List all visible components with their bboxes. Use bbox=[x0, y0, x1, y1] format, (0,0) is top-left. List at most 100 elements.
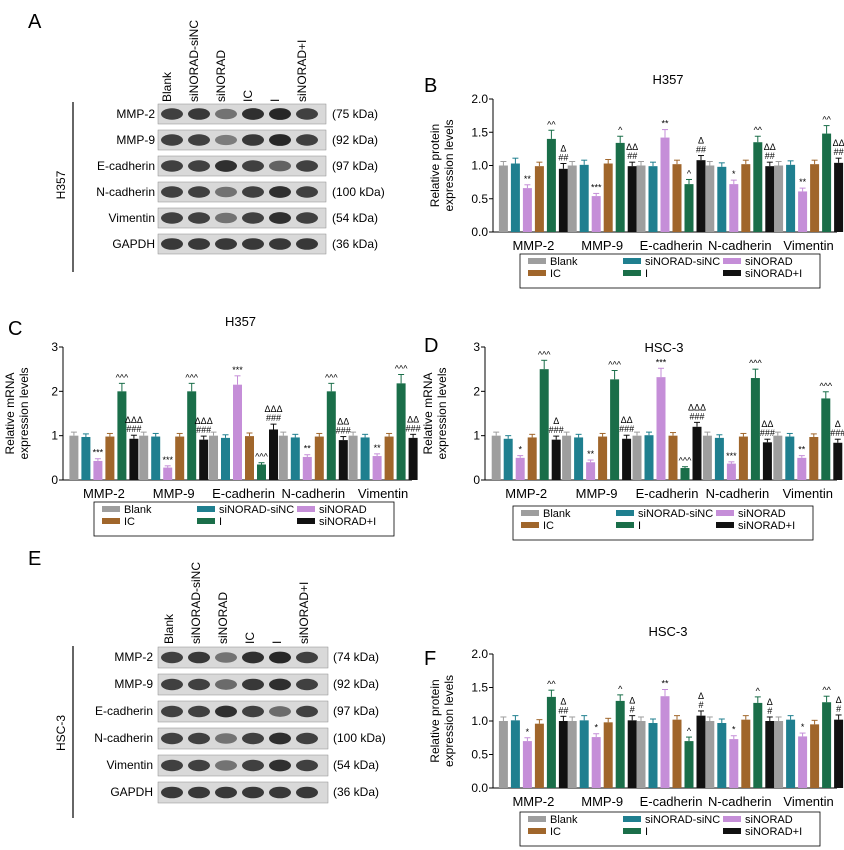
blot-band bbox=[215, 186, 237, 198]
bar bbox=[610, 379, 620, 480]
bar bbox=[622, 438, 632, 480]
bar bbox=[372, 456, 382, 480]
bar bbox=[636, 165, 646, 232]
significance-marker: ^^^ bbox=[395, 363, 408, 373]
protein-label: MMP-2 bbox=[116, 107, 155, 121]
lane-label: siNORAD-siNC bbox=[189, 562, 203, 644]
protein-label: GAPDH bbox=[110, 785, 153, 799]
legend-swatch bbox=[623, 828, 641, 834]
protein-label: N-cadherin bbox=[94, 731, 153, 745]
blot-band bbox=[296, 786, 318, 799]
blot-band bbox=[161, 238, 183, 250]
bar bbox=[656, 377, 666, 480]
blot-band bbox=[188, 678, 210, 691]
legend-label: siNORAD+I bbox=[319, 516, 376, 528]
significance-marker: ΔΔ bbox=[764, 142, 776, 152]
significance-marker: ^ bbox=[618, 684, 623, 694]
bar bbox=[558, 721, 568, 788]
significance-marker: ΔΔ bbox=[621, 415, 633, 425]
bar bbox=[833, 442, 843, 480]
legend-label: IC bbox=[550, 268, 561, 280]
blot-band bbox=[188, 732, 210, 745]
blot-band bbox=[269, 238, 291, 250]
bar bbox=[702, 435, 712, 480]
legend-box bbox=[519, 253, 821, 289]
bar bbox=[491, 435, 501, 480]
x-tick-label: N-cadherin bbox=[706, 486, 770, 501]
significance-marker: Δ bbox=[698, 136, 704, 146]
kda-label: (92 kDa) bbox=[332, 133, 378, 147]
x-tick-label: E-cadherin bbox=[636, 486, 699, 501]
significance-marker: Δ bbox=[835, 419, 841, 429]
legend-label: siNORAD bbox=[745, 256, 793, 268]
significance-marker: ### bbox=[830, 428, 844, 438]
significance-marker: ^^^ bbox=[819, 381, 832, 391]
bar bbox=[660, 137, 670, 232]
y-axis-label: Relative mRNA bbox=[421, 372, 435, 454]
y-tick-label: 1.0 bbox=[471, 714, 488, 728]
blot-band bbox=[269, 732, 291, 745]
significance-marker: * bbox=[732, 725, 736, 735]
blot-band bbox=[296, 186, 318, 198]
significance-marker: ^^^ bbox=[608, 359, 621, 369]
significance-marker: *** bbox=[232, 365, 243, 375]
blot-band bbox=[161, 212, 183, 224]
significance-marker: ### bbox=[126, 424, 141, 434]
blot-band bbox=[161, 678, 183, 691]
significance-marker: ** bbox=[374, 443, 382, 453]
legend-label: siNORAD+I bbox=[745, 268, 802, 280]
bar bbox=[717, 723, 727, 788]
blot-band bbox=[161, 732, 183, 745]
x-tick-label: MMP-2 bbox=[512, 238, 554, 253]
legend-swatch bbox=[528, 270, 546, 276]
bar bbox=[302, 456, 312, 480]
blot-band bbox=[188, 160, 210, 172]
legend-label: siNORAD-siNC bbox=[645, 814, 720, 826]
significance-marker: ### bbox=[266, 413, 281, 423]
significance-marker: Δ bbox=[560, 144, 566, 154]
bar bbox=[245, 436, 254, 480]
legend-swatch bbox=[297, 518, 315, 524]
bar bbox=[762, 442, 772, 480]
y-axis-label: expression levels bbox=[442, 119, 456, 211]
bar bbox=[615, 142, 625, 232]
legend-box bbox=[519, 811, 821, 847]
blot-band bbox=[242, 238, 264, 250]
legend-label: IC bbox=[543, 520, 554, 532]
x-tick-label: MMP-2 bbox=[505, 486, 547, 501]
significance-marker: ^^^ bbox=[679, 456, 692, 466]
y-tick-label: 0.5 bbox=[471, 192, 488, 206]
blot-band bbox=[215, 705, 237, 718]
blot-band bbox=[296, 212, 318, 224]
kda-label: (97 kDa) bbox=[333, 704, 379, 718]
protein-label: Vimentin bbox=[109, 211, 155, 225]
significance-marker: ^^^ bbox=[185, 372, 198, 382]
protein-label: MMP-9 bbox=[114, 677, 153, 691]
significance-marker: ** bbox=[661, 119, 669, 129]
blot-band bbox=[242, 759, 264, 772]
bar bbox=[199, 439, 209, 480]
bar bbox=[798, 736, 808, 788]
legend-label: siNORAD+I bbox=[745, 826, 802, 838]
x-tick-label: MMP-2 bbox=[512, 794, 554, 809]
blot-band bbox=[215, 212, 237, 224]
significance-marker: ## bbox=[765, 151, 775, 161]
legend-swatch bbox=[623, 270, 641, 276]
bar bbox=[738, 436, 748, 480]
y-tick-label: 0 bbox=[473, 473, 480, 487]
blot-band bbox=[215, 786, 237, 799]
bar bbox=[834, 162, 844, 232]
significance-marker: ** bbox=[524, 174, 532, 184]
y-tick-label: 0.5 bbox=[471, 748, 488, 762]
protein-label: E-cadherin bbox=[95, 704, 153, 718]
bar bbox=[233, 384, 242, 480]
legend-label: siNORAD bbox=[319, 504, 367, 516]
x-tick-label: E-cadherin bbox=[212, 486, 275, 501]
bar bbox=[360, 437, 370, 480]
bar bbox=[598, 436, 608, 480]
bar bbox=[684, 741, 694, 788]
